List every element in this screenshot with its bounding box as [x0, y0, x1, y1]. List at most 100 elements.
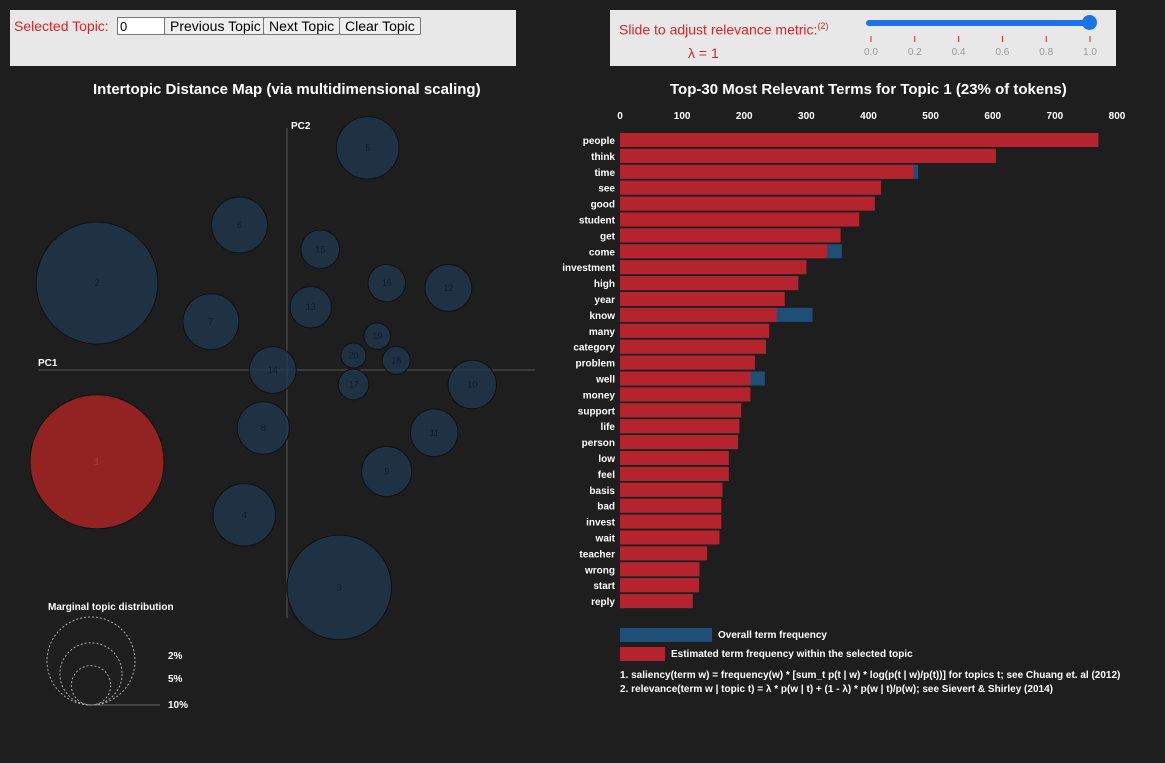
term-label[interactable]: support — [578, 406, 616, 417]
footnote-marker: (2) — [817, 21, 829, 31]
topic-circle-6[interactable] — [211, 196, 268, 254]
overall-legend-label: Overall term frequency — [718, 630, 827, 641]
term-label[interactable]: wait — [595, 534, 616, 545]
x-tick-label: 800 — [1109, 111, 1126, 122]
topic-circle-2[interactable] — [35, 221, 159, 345]
topic-circle-label[interactable]: 15 — [315, 244, 325, 254]
topic-circle-4[interactable] — [212, 483, 276, 547]
term-label[interactable]: think — [591, 152, 615, 163]
topic-circle-18[interactable] — [381, 345, 411, 375]
term-label[interactable]: low — [598, 454, 615, 465]
topic-frequency-bar — [620, 244, 827, 259]
formula-note: 1. saliency(term w) = frequency(w) * [su… — [620, 670, 1120, 681]
topic-circle-label[interactable]: 9 — [384, 466, 389, 476]
topic-circle-15[interactable] — [300, 229, 341, 270]
formula-note: 2. relevance(term w | topic t) = λ * p(w… — [620, 684, 1053, 695]
term-label[interactable]: high — [594, 279, 615, 290]
topic-frequency-bar — [620, 148, 996, 163]
term-label[interactable]: student — [579, 216, 616, 227]
topic-circle-20[interactable] — [340, 342, 367, 369]
topic-circle-label[interactable]: 8 — [261, 423, 266, 433]
term-label[interactable]: life — [601, 422, 616, 433]
term-label[interactable]: know — [589, 311, 615, 322]
term-label[interactable]: come — [589, 247, 616, 258]
term-label[interactable]: people — [583, 136, 616, 147]
topic-circle-7[interactable] — [182, 293, 240, 351]
topic-frequency-bar — [620, 371, 751, 386]
topic-circle-label[interactable]: 6 — [237, 220, 242, 230]
topic-circle-label[interactable]: 5 — [365, 143, 370, 153]
topic-circle-label[interactable]: 2 — [94, 278, 99, 288]
relevance-slider-label: Slide to adjust relevance metric:(2) — [619, 21, 828, 38]
relevance-slider-track[interactable] — [866, 20, 1089, 26]
topic-circle-label[interactable]: 18 — [391, 355, 401, 365]
topic-circle-11[interactable] — [409, 408, 459, 458]
term-label[interactable]: money — [583, 390, 616, 401]
topic-frequency-bar — [620, 196, 875, 211]
topic-frequency-bar — [620, 530, 720, 545]
pc1-axis-label: PC1 — [38, 358, 58, 369]
term-label[interactable]: well — [595, 375, 615, 386]
topic-frequency-bar — [620, 133, 1099, 147]
term-label[interactable]: basis — [589, 486, 615, 497]
topic-circle-3[interactable] — [286, 534, 393, 641]
term-label[interactable]: start — [593, 581, 615, 592]
term-label[interactable]: person — [582, 438, 615, 449]
topic-circle-19[interactable] — [363, 322, 392, 350]
x-tick-label: 300 — [798, 111, 815, 122]
topic-circle-label[interactable]: 17 — [348, 379, 358, 389]
term-label[interactable]: wrong — [584, 565, 615, 576]
topic-frequency-bar — [620, 419, 740, 434]
topic-frequency-bar — [620, 546, 707, 561]
term-label[interactable]: investment — [562, 263, 615, 274]
topic-circle-label[interactable]: 20 — [348, 351, 358, 361]
selected-topic-input[interactable] — [117, 17, 171, 35]
relevance-slider-thumb[interactable] — [1082, 15, 1097, 30]
topic-circle-9[interactable] — [361, 445, 413, 497]
term-label[interactable]: reply — [591, 597, 615, 608]
topic-circle-8[interactable] — [236, 401, 290, 455]
term-label[interactable]: many — [589, 327, 616, 338]
intertopic-map-title: Intertopic Distance Map (via multidimens… — [93, 81, 481, 98]
topic-circle-label[interactable]: 13 — [306, 302, 316, 312]
next-topic-button[interactable]: Next Topic — [263, 17, 341, 35]
term-label[interactable]: bad — [597, 502, 615, 513]
topic-circle-10[interactable] — [447, 359, 497, 410]
term-label[interactable]: problem — [576, 359, 616, 370]
term-label[interactable]: see — [598, 184, 615, 195]
topic-circle-label[interactable]: 4 — [242, 510, 247, 520]
legend-label: 2% — [168, 651, 183, 662]
topic-frequency-bar — [620, 435, 739, 450]
topic-circle-label[interactable]: 16 — [382, 278, 392, 288]
topic-circle-label[interactable]: 11 — [430, 428, 439, 438]
topic-circle-label[interactable]: 1 — [94, 457, 99, 467]
topic-circle-5[interactable] — [336, 116, 400, 180]
topic-circle-label[interactable]: 19 — [372, 331, 382, 341]
topic-selection-panel: Selected Topic: Previous Topic Next Topi… — [10, 10, 516, 66]
topic-frequency-bar — [620, 355, 755, 370]
topic-frequency-bar — [620, 562, 700, 577]
term-label[interactable]: good — [591, 200, 615, 211]
term-label[interactable]: year — [594, 295, 615, 306]
x-tick-label: 600 — [984, 111, 1001, 122]
term-label[interactable]: feel — [598, 470, 615, 481]
topic-circle-label[interactable]: 7 — [208, 317, 213, 327]
topic-circle-17[interactable] — [337, 368, 370, 401]
term-label[interactable]: invest — [586, 518, 616, 529]
term-label[interactable]: time — [594, 168, 615, 179]
clear-topic-button[interactable]: Clear Topic — [339, 17, 421, 35]
previous-topic-button[interactable]: Previous Topic — [164, 17, 267, 35]
topic-frequency-bar — [620, 228, 841, 243]
topic-circle-label[interactable]: 3 — [337, 582, 342, 592]
term-label[interactable]: get — [600, 231, 616, 242]
topic-circle-14[interactable] — [248, 346, 297, 394]
term-label[interactable]: category — [573, 343, 615, 354]
term-label[interactable]: teacher — [579, 549, 615, 560]
topic-circle-label[interactable]: 14 — [268, 365, 278, 375]
topic-circle-16[interactable] — [367, 263, 406, 303]
topic-circle-12[interactable] — [424, 264, 473, 312]
topic-circle-label[interactable]: 10 — [467, 379, 477, 389]
topic-circle-13[interactable] — [289, 285, 332, 329]
topic-circle-label[interactable]: 12 — [443, 283, 453, 293]
topic-circle-1[interactable] — [29, 394, 165, 530]
